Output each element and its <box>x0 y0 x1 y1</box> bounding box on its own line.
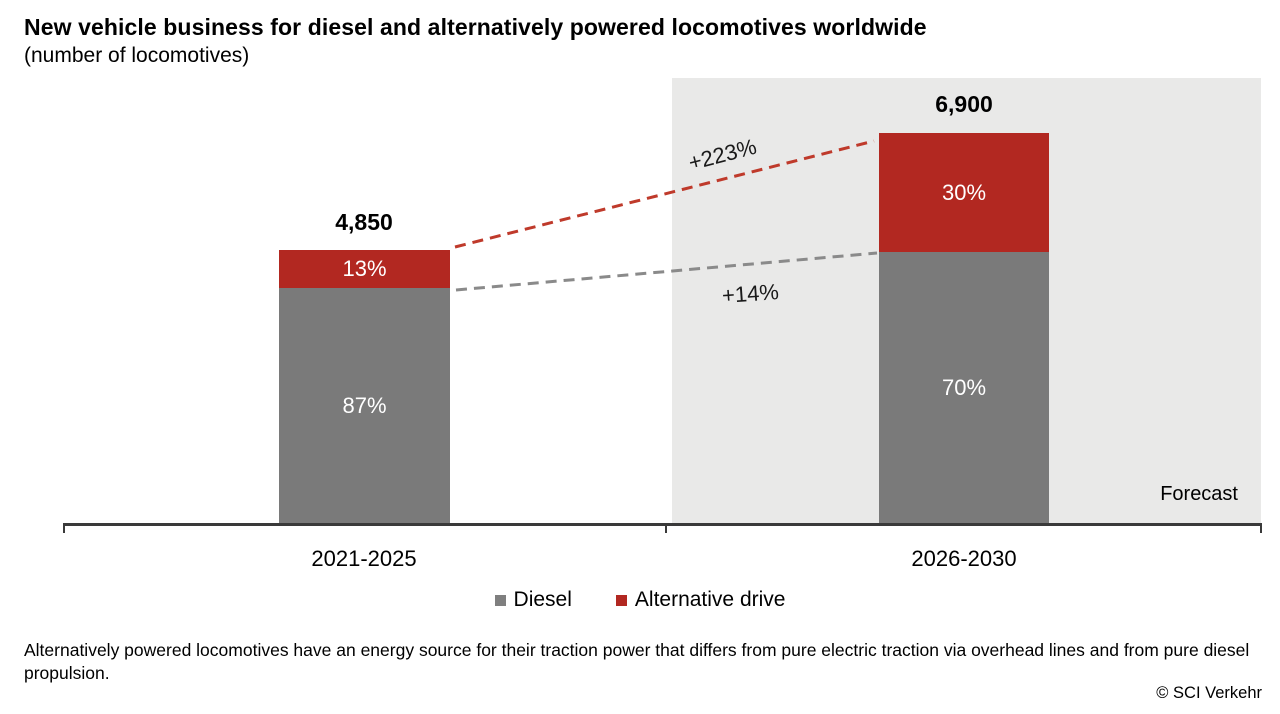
segment-label-diesel-2026-2030: 70% <box>941 374 987 400</box>
x-axis-label-2026-2030: 2026-2030 <box>911 546 1017 571</box>
legend-item-alternative-drive: Alternative drive <box>615 588 786 612</box>
segment-label-diesel-2021-2025: 87% <box>342 392 387 418</box>
bar-2021-2025: 13% 87% <box>279 250 450 523</box>
x-axis-tick-left <box>63 523 65 533</box>
legend: Diesel Alternative drive <box>0 588 1280 612</box>
page-title: New vehicle business for diesel and alte… <box>24 14 927 40</box>
page-subtitle: (number of locomotives) <box>24 44 250 67</box>
legend-item-diesel: Diesel <box>494 588 572 612</box>
x-axis-label-2021-2025: 2021-2025 <box>311 546 417 571</box>
growth-annotation-diesel: +14% <box>721 279 780 308</box>
bar-segment-diesel-2021-2025: 87% <box>279 288 450 523</box>
legend-label-diesel: Diesel <box>513 588 572 611</box>
alternative-drive-swatch-icon <box>615 594 627 606</box>
x-axis-line <box>63 523 1262 526</box>
copyright-text: © SCI Verkehr <box>1156 684 1262 702</box>
total-label-2021-2025: 4,850 <box>335 209 393 235</box>
bar-segment-alternative-2021-2025: 13% <box>279 250 450 288</box>
segment-label-alternative-2021-2025: 13% <box>342 256 387 281</box>
legend-label-alternative-drive: Alternative drive <box>634 588 786 611</box>
bar-2026-2030: 30% 70% <box>879 133 1049 523</box>
total-label-2026-2030: 6,900 <box>935 91 993 117</box>
bar-segment-alternative-2026-2030: 30% <box>879 133 1049 252</box>
segment-label-alternative-2026-2030: 30% <box>941 179 987 205</box>
forecast-label: Forecast <box>1160 483 1238 505</box>
x-axis-tick-middle <box>665 523 667 533</box>
diesel-swatch-icon <box>494 594 506 606</box>
bar-segment-diesel-2026-2030: 70% <box>879 252 1049 523</box>
x-axis-tick-right <box>1260 523 1262 533</box>
footnote-text: Alternatively powered locomotives have a… <box>24 640 1250 684</box>
